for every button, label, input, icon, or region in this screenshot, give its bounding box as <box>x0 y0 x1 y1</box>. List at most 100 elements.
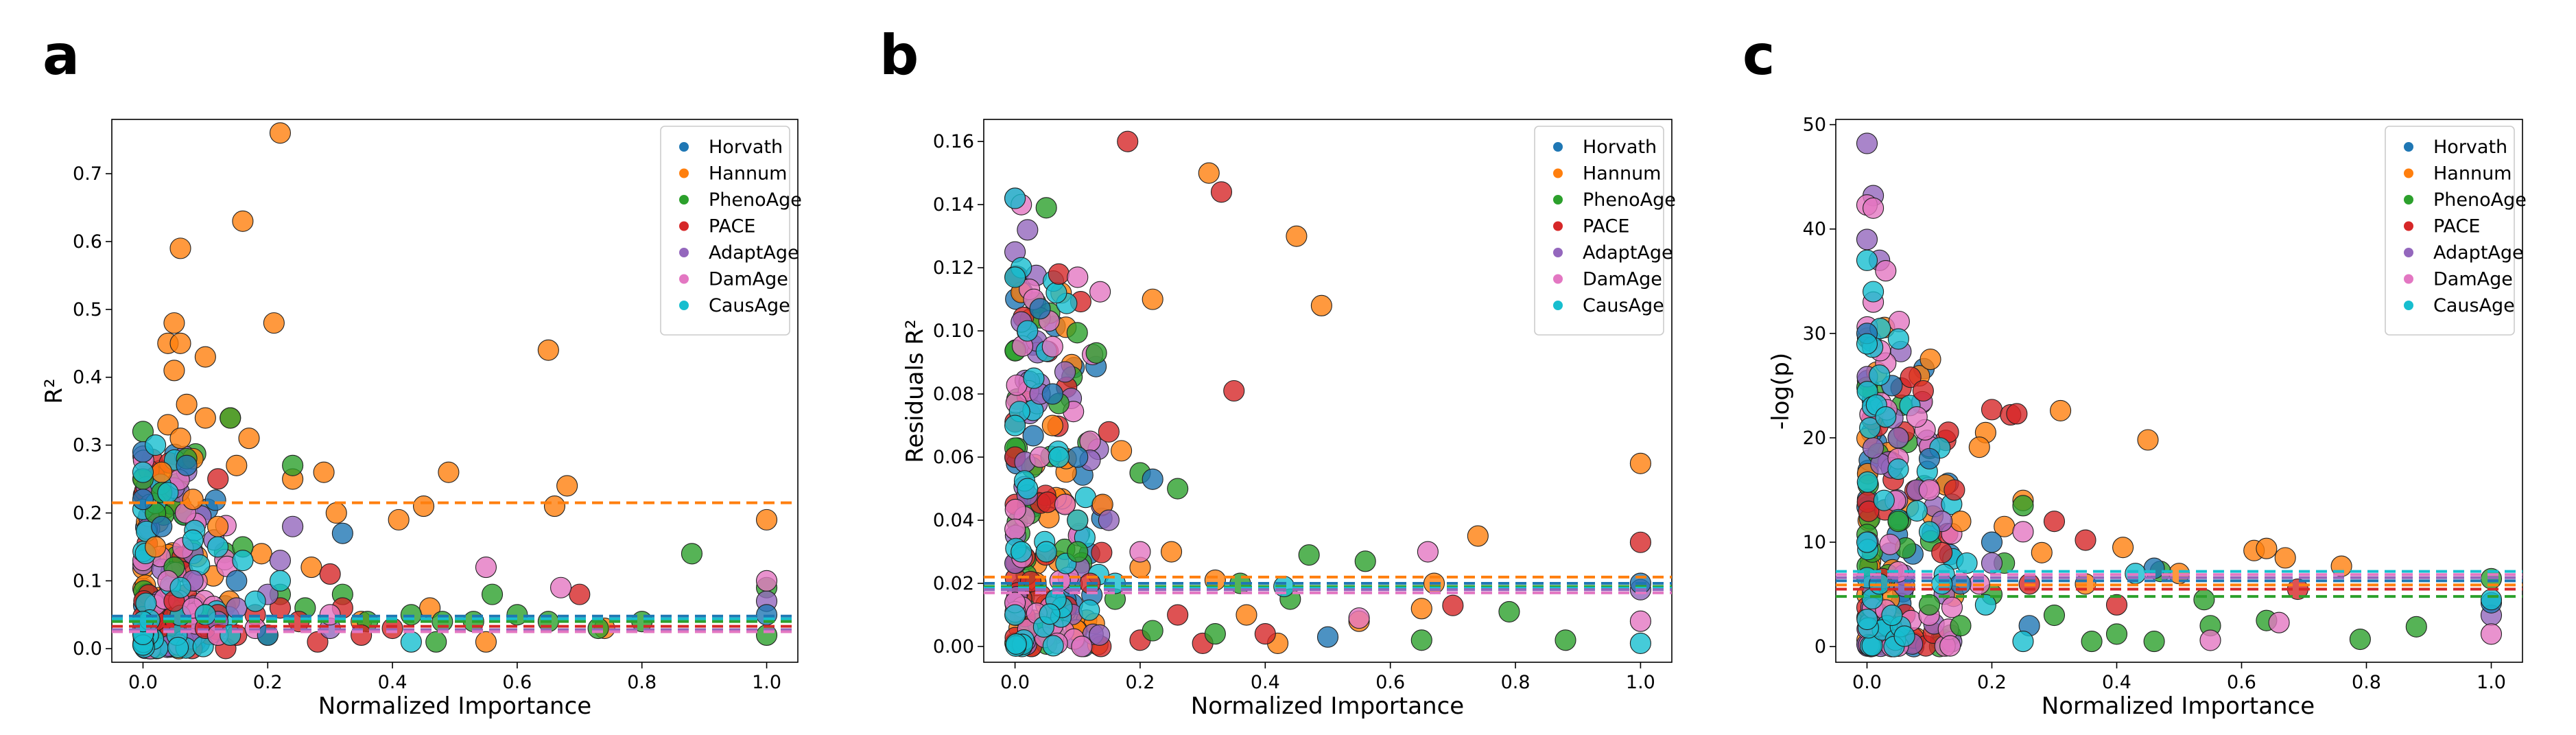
x-tick-label: 1.0 <box>752 672 781 693</box>
data-point-phenoage <box>1410 629 1432 651</box>
legend-box <box>660 126 790 336</box>
data-point-phenoage <box>755 624 778 646</box>
data-point <box>1873 489 1895 511</box>
data-point-phenoage <box>2405 616 2427 638</box>
data-point-causage <box>2480 589 2503 611</box>
data-point-hannum <box>475 631 497 653</box>
data-point <box>1042 635 1064 657</box>
legend-label-horvath: Horvath <box>1583 137 1657 158</box>
data-point-phenoage <box>2349 628 2371 651</box>
data-point <box>1066 322 1088 344</box>
data-point-horvath <box>132 489 154 511</box>
data-point <box>1856 471 1878 493</box>
data-point-hannum <box>2031 541 2053 563</box>
data-point-pace <box>1048 263 1070 285</box>
data-point-phenoage <box>1555 629 1576 651</box>
data-point-causage <box>1863 281 1884 303</box>
y-tick-label: 0.7 <box>73 163 102 185</box>
data-point-causage <box>269 570 292 592</box>
legend-label-damage: DamAge <box>2433 269 2513 290</box>
data-point-hannum <box>194 346 216 368</box>
data-point-phenoage <box>1067 541 1089 563</box>
data-point-causage <box>1017 478 1039 500</box>
data-point-causage <box>1856 531 1878 553</box>
data-point-causage <box>1918 521 1941 543</box>
data-point-phenoage <box>681 543 703 565</box>
x-tick-label: 0.4 <box>1251 672 1280 693</box>
data-point <box>1089 281 1111 303</box>
data-point-hannum <box>1236 604 1257 626</box>
legend-marker <box>679 168 689 178</box>
data-point-causage <box>1035 541 1057 563</box>
data-point-hannum <box>157 414 179 436</box>
y-tick-label: 0.10 <box>933 320 974 342</box>
legend: Horvath Hannum PhenoAge PACE AdaptAge DamAge C… <box>1534 126 1676 336</box>
data-point-causage <box>1875 406 1897 428</box>
y-tick-label: 0.08 <box>933 384 974 405</box>
data-point-hannum <box>238 428 260 450</box>
data-point-hannum <box>182 489 204 511</box>
y-tick-label: 40 <box>1803 219 1826 240</box>
legend-label-phenoage: PhenoAge <box>709 189 802 211</box>
data-point-phenoage <box>2043 604 2066 627</box>
y-tick-label: 0.1 <box>73 570 102 592</box>
data-point-damage <box>2268 611 2290 633</box>
data-point-phenoage <box>1167 478 1189 500</box>
y-tick-label: 0.14 <box>933 194 974 215</box>
legend-marker <box>2404 195 2413 205</box>
data-point-horvath <box>176 454 198 476</box>
data-point-damage <box>1348 607 1370 629</box>
data-point <box>1045 282 1067 304</box>
legend-label-damage: DamAge <box>709 269 788 290</box>
data-point-horvath <box>1316 626 1339 648</box>
scatter-panel-b: 0.0 0.2 0.4 0.6 0.8 1.0 0.00 0.02 0.04 0.06 0.08 0.… <box>933 119 1676 693</box>
data-point <box>1939 635 1961 657</box>
data-point-pace <box>1223 380 1245 402</box>
x-tick-label: 0.6 <box>1375 672 1405 693</box>
data-point-causage <box>1869 364 1891 386</box>
legend-label-horvath: Horvath <box>2433 137 2507 158</box>
data-point-causage <box>1004 187 1026 209</box>
data-point-damage <box>1875 260 1897 282</box>
data-point-causage <box>244 590 266 612</box>
data-point-pace <box>1900 366 1922 388</box>
legend-label-phenoage: PhenoAge <box>1583 189 1676 211</box>
data-point-damage <box>2012 521 2034 543</box>
data-point-adaptage <box>1098 509 1120 531</box>
data-point-hannum <box>1310 294 1332 316</box>
data-point-phenoage <box>2081 631 2103 653</box>
data-point-causage <box>1887 458 1909 480</box>
y-tick-label: 0.4 <box>73 367 102 388</box>
legend-label-pace: PACE <box>1583 216 1629 237</box>
legend-marker <box>1553 301 1563 310</box>
data-point-damage <box>1906 406 1928 428</box>
data-point <box>1859 417 1881 439</box>
data-point-causage <box>1906 500 1928 522</box>
data-point-phenoage <box>1918 594 1941 616</box>
data-point-causage <box>2012 631 2034 653</box>
data-point-hannum <box>169 428 191 450</box>
legend-marker <box>1553 221 1563 231</box>
data-point-hannum <box>1467 525 1489 547</box>
data-point-pace <box>1254 623 1276 645</box>
data-point-pace <box>1167 604 1189 626</box>
data-point-phenoage <box>1035 197 1057 219</box>
data-point-horvath <box>257 624 279 646</box>
data-point-causage <box>206 536 229 558</box>
data-point-damage <box>1054 493 1076 515</box>
legend-marker <box>679 301 689 310</box>
data-point <box>1004 518 1026 540</box>
x-tick-label: 0.2 <box>1125 672 1155 693</box>
data-point-adaptage <box>282 515 304 537</box>
data-point-pace <box>1117 130 1139 152</box>
data-point-damage <box>755 570 778 592</box>
legend-marker <box>679 248 689 257</box>
y-axis-label-b: Residuals R² <box>901 319 929 463</box>
y-axis-label-a: R² <box>40 378 68 404</box>
x-axis-label-b: Normalized Importance <box>1191 692 1464 720</box>
data-point <box>1071 635 1093 657</box>
data-point-causage <box>400 631 422 653</box>
y-tick-label: 0.5 <box>73 299 102 320</box>
data-point-hannum <box>176 393 198 415</box>
